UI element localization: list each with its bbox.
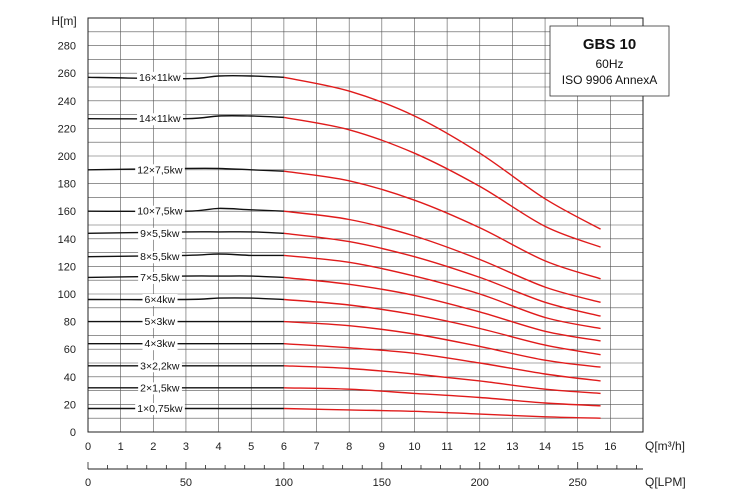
- x-tick-label: 4: [216, 441, 222, 453]
- x-tick-label: 16: [604, 441, 616, 453]
- y-axis: 0 20 40 60 80 100 120 140 160 180 200 220 240 260 280: [58, 41, 76, 439]
- y-tick-label: 60: [64, 344, 76, 356]
- series-label-background: [135, 164, 185, 177]
- y-tick-label: 80: [64, 317, 76, 329]
- x-axis-label: Q[m³/h]: [645, 439, 685, 453]
- x-tick-label: 14: [539, 441, 551, 453]
- series-line-operating: [283, 116, 601, 248]
- plot-frame: [87, 17, 644, 433]
- legend-box: [549, 25, 670, 97]
- x-tick-label: 7: [313, 441, 319, 453]
- series-label: 3×2,2kw: [140, 360, 180, 372]
- y-tick-label: 120: [58, 261, 76, 273]
- y-tick-label: 160: [58, 206, 76, 218]
- y-tick-label: 220: [58, 123, 76, 135]
- legend-title: GBS 10: [583, 36, 636, 53]
- series-label: 7×5,5kw: [140, 272, 180, 284]
- x-tick-label: 12: [474, 441, 486, 453]
- x2-tick-label: 200: [471, 477, 489, 489]
- legend-line-standard: ISO 9906 AnnexA: [562, 73, 657, 87]
- series-curves: 16×11kw 14×11kw 12×7,5kw 10×7,5kw 9×5,5kw 8×5…: [87, 71, 601, 419]
- x2-axis: 0 50 100 150 200 250: [85, 462, 643, 489]
- series-line-operating: [283, 232, 601, 317]
- series-line-operating: [283, 407, 601, 419]
- x-tick-label: 13: [506, 441, 518, 453]
- x-tick-label: 6: [281, 441, 287, 453]
- y-tick-label: 20: [64, 399, 76, 411]
- series-label-background: [137, 113, 184, 126]
- series-label: 8×5,5kw: [140, 251, 180, 263]
- series-line-operating: [283, 276, 601, 342]
- x-tick-label: 3: [183, 441, 189, 453]
- x-tick-label: 9: [379, 441, 385, 453]
- series-label-background: [138, 382, 182, 395]
- y-tick-label: 180: [58, 179, 76, 191]
- series-label: 12×7,5kw: [137, 164, 183, 176]
- series-label-background: [138, 271, 182, 284]
- series-label-background: [137, 71, 184, 84]
- x-tick-label: 11: [441, 441, 452, 453]
- y-tick-label: 200: [58, 151, 76, 163]
- x-tick-label: 2: [150, 441, 156, 453]
- x-tick-label: 5: [248, 441, 254, 453]
- series-label: 5×3kw: [144, 316, 175, 328]
- y-tick-label: 100: [58, 289, 76, 301]
- series-line-operating: [283, 387, 601, 407]
- x-axis: 0 1 2 3 4 5 6 7 8 9 10 11 12 13 14 15 16: [85, 441, 617, 453]
- series-line-operating: [283, 298, 601, 356]
- y-tick-label: 40: [64, 372, 76, 384]
- series-label-background: [135, 205, 185, 218]
- series-label: 10×7,5kw: [137, 206, 183, 218]
- legend: GBS 10 60Hz ISO 9906 AnnexA: [549, 25, 670, 97]
- x2-axis-label: Q[LPM]: [645, 475, 686, 489]
- series-label-background: [138, 227, 182, 240]
- x-tick-label: 15: [572, 441, 584, 453]
- x-tick-label: 10: [408, 441, 420, 453]
- y-tick-label: 0: [70, 427, 76, 439]
- x-tick-label: 1: [118, 441, 124, 453]
- y-tick-label: 260: [58, 68, 76, 80]
- series-label: 9×5,5kw: [140, 228, 180, 240]
- series-line-operating: [283, 254, 601, 330]
- series-label-background: [138, 360, 182, 373]
- series-line-operating: [283, 76, 601, 230]
- series-label-background: [135, 403, 185, 416]
- series-label-background: [138, 251, 182, 264]
- series-line-operating: [283, 343, 601, 382]
- series-label: 16×11kw: [139, 72, 181, 84]
- x2-tick-label: 150: [373, 477, 391, 489]
- legend-line-frequency: 60Hz: [595, 57, 623, 71]
- series-label: 1×0,75kw: [137, 403, 183, 415]
- series-label: 14×11kw: [139, 113, 181, 125]
- x-tick-label: 0: [85, 441, 91, 453]
- y-tick-label: 280: [58, 41, 76, 53]
- series-line-operating: [283, 210, 601, 303]
- series-label-background: [142, 316, 178, 329]
- y-tick-label: 140: [58, 234, 76, 246]
- series-label: 4×3kw: [144, 338, 175, 350]
- y-tick-label: 240: [58, 96, 76, 108]
- x2-tick-label: 250: [569, 477, 587, 489]
- series-label: 6×4kw: [144, 294, 175, 306]
- series-line-operating: [283, 365, 601, 395]
- series-label-background: [142, 294, 178, 307]
- x2-tick-label: 0: [85, 477, 91, 489]
- series-line-operating: [283, 320, 601, 368]
- series-line-operating: [283, 170, 601, 280]
- x2-tick-label: 50: [180, 477, 192, 489]
- series-label: 2×1,5kw: [140, 382, 180, 394]
- x2-tick-label: 100: [275, 477, 293, 489]
- plot-border: [87, 17, 644, 433]
- series-label-background: [142, 338, 178, 351]
- x-tick-label: 8: [346, 441, 352, 453]
- y-axis-label: H[m]: [51, 14, 76, 28]
